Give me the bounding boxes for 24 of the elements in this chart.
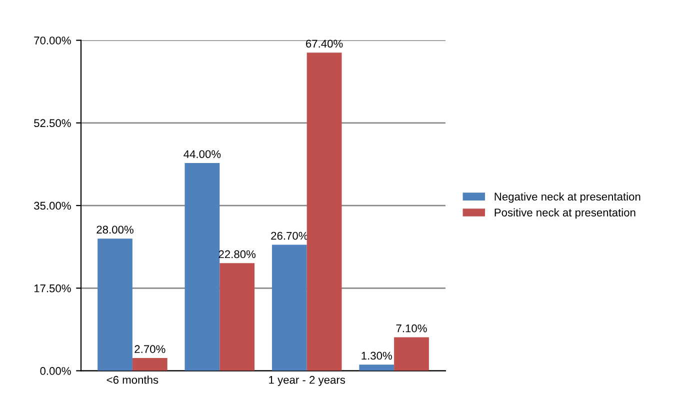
data-label: 7.10% — [396, 324, 427, 332]
bar — [184, 163, 220, 371]
data-label: 2.70% — [134, 345, 166, 354]
x-tick-label: <6 months — [106, 376, 158, 384]
legend-label: Negative neck at presentation — [494, 192, 640, 203]
data-label: 28.00% — [96, 226, 134, 234]
bar — [306, 52, 342, 371]
bar — [272, 244, 307, 371]
y-tick-label: 52.50% — [34, 119, 71, 128]
y-tick-label: 17.50% — [34, 284, 71, 292]
y-tick-label: 70.00% — [34, 36, 71, 44]
data-label: 67.40% — [306, 40, 343, 48]
data-label: 1.30% — [362, 352, 392, 360]
bar — [132, 358, 168, 371]
bar — [98, 238, 132, 371]
legend-label: Positive neck at presentation — [494, 208, 636, 219]
data-label: 44.00% — [184, 150, 221, 158]
y-tick-label: 35.00% — [34, 202, 71, 210]
data-label: 26.70% — [271, 232, 308, 240]
bar — [359, 364, 394, 371]
bar — [220, 263, 255, 371]
x-tick-label: 1 year - 2 years — [269, 376, 346, 386]
y-tick-label: 0.00% — [40, 367, 71, 375]
bar — [394, 337, 429, 371]
